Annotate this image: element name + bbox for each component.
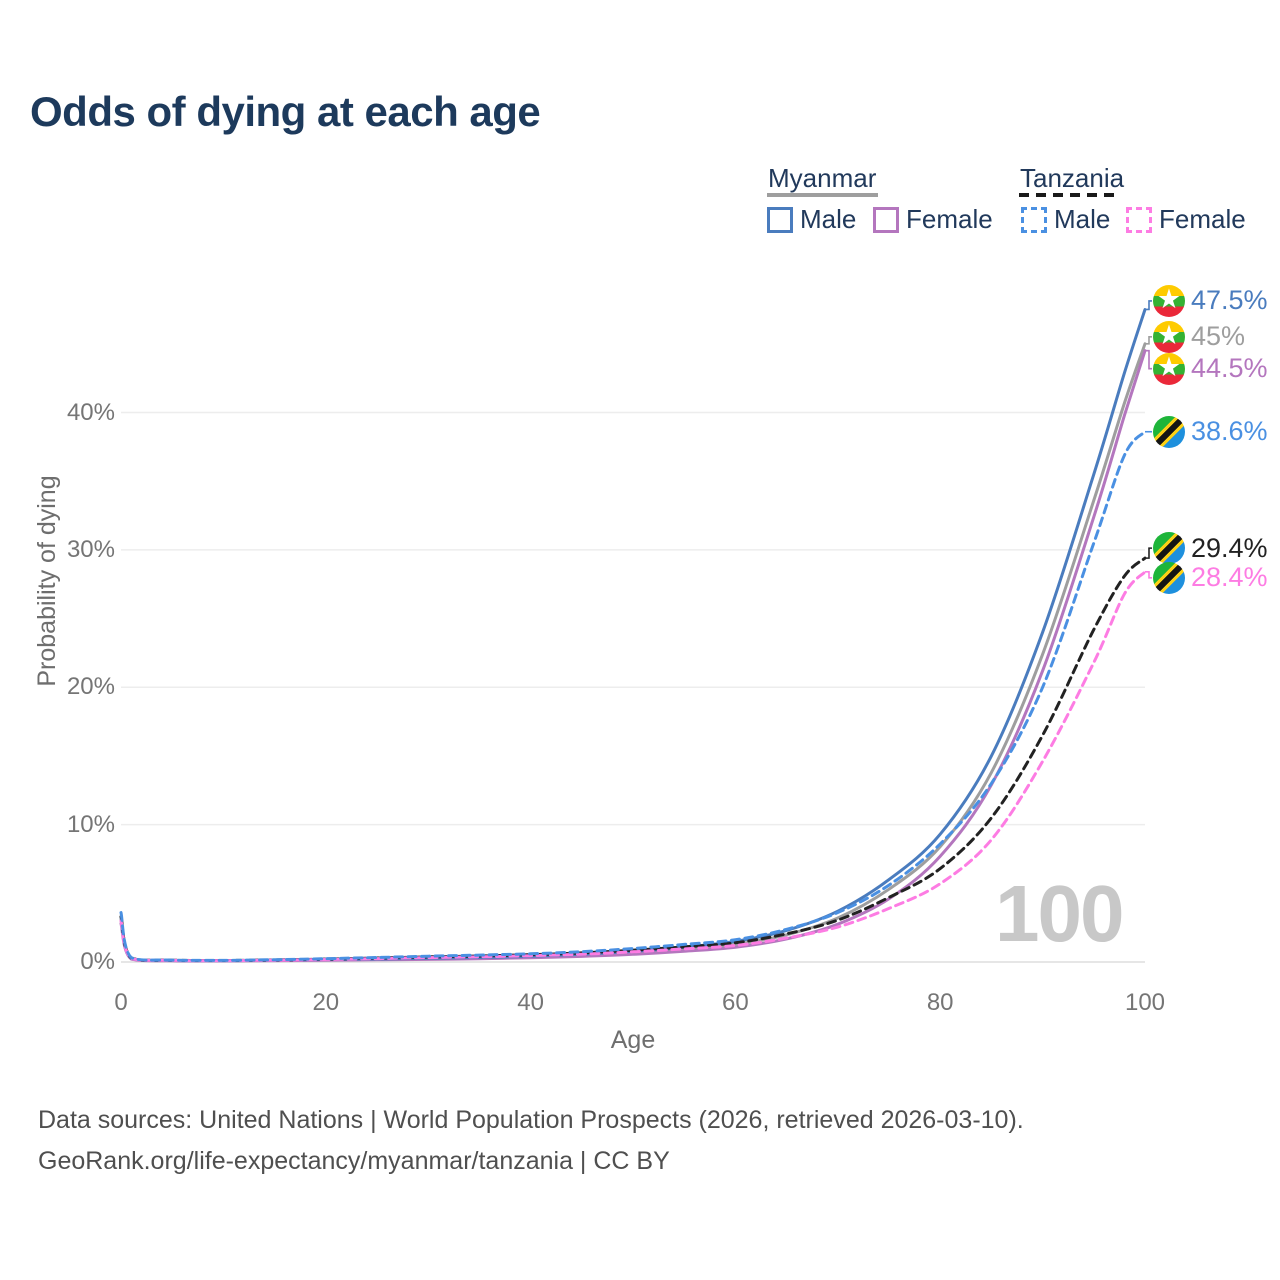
legend-item-label: Female [906, 204, 993, 234]
end-value-label: 29.4% [1191, 532, 1268, 563]
x-axis-title: Age [610, 1026, 656, 1054]
age-watermark: 100 [995, 869, 1124, 958]
x-tick-label: 80 [926, 989, 954, 1016]
end-label-connector [1145, 336, 1152, 345]
legend-group-myanmar-title[interactable]: Myanmar [768, 163, 877, 193]
myanmar-flag-icon [1153, 352, 1185, 385]
end-label-connector [1145, 300, 1152, 311]
legend-item-tanzania-male[interactable]: Male [1021, 204, 1110, 235]
data-sources-text: Data sources: United Nations | World Pop… [38, 1106, 1024, 1134]
end-value-label: 44.5% [1191, 353, 1268, 384]
x-tick-label: 40 [517, 989, 544, 1016]
tanzania-female-swatch-icon [1126, 206, 1152, 233]
y-tick-label: 20% [66, 673, 115, 701]
series-line-myanmar-both-sexes[interactable] [119, 342, 1147, 963]
page-title: Odds of dying at each age [30, 88, 541, 135]
series-line-myanmar-male[interactable] [119, 308, 1147, 963]
series-line-tanzania-male[interactable] [119, 430, 1147, 962]
attribution-text: GeoRank.org/life-expectancy/myanmar/tanz… [38, 1147, 670, 1175]
end-label-connector [1145, 571, 1152, 579]
myanmar-female-swatch-icon [873, 206, 899, 233]
end-value-label: 28.4% [1191, 562, 1268, 593]
series-line-tanzania-female[interactable] [119, 570, 1147, 963]
end-label-myanmar-female: 44.5% [1153, 352, 1268, 385]
legend-item-myanmar-male[interactable]: Male [767, 204, 856, 235]
myanmar-flag-icon [1153, 320, 1185, 353]
y-axis-title: Probability of dying [33, 475, 61, 687]
y-tick-label: 10% [66, 810, 115, 838]
y-tick-label: 40% [66, 398, 115, 426]
end-label-myanmar-male: 47.5% [1153, 284, 1268, 317]
x-tick-label: 100 [1124, 989, 1166, 1016]
x-tick-label: 0 [114, 989, 128, 1016]
y-tick-label: 0% [80, 948, 115, 975]
legend-item-label: Male [800, 204, 857, 234]
end-label-tanzania-male: 38.6% [1153, 415, 1268, 448]
end-value-label: 47.5% [1191, 285, 1268, 316]
end-value-label: 45% [1191, 321, 1246, 352]
end-label-connector [1145, 349, 1152, 370]
tanzania-flag-icon [1153, 561, 1185, 594]
end-value-label: 38.6% [1191, 416, 1268, 447]
legend-tanzania-line-sample [1019, 193, 1120, 197]
y-tick-label: 30% [66, 535, 115, 563]
legend-item-label: Male [1054, 204, 1111, 234]
end-label-tanzania-both-sexes: 29.4% [1153, 532, 1268, 565]
tanzania-flag-icon [1153, 532, 1185, 565]
tanzania-flag-icon [1153, 415, 1185, 448]
end-label-tanzania-female: 28.4% [1153, 561, 1268, 594]
myanmar-flag-icon [1153, 284, 1185, 317]
legend-item-myanmar-female[interactable]: Female [873, 204, 993, 235]
legend-item-label: Female [1159, 204, 1246, 234]
series-line-myanmar-female[interactable] [119, 349, 1147, 963]
series-line-tanzania-both-sexes[interactable] [119, 556, 1147, 963]
x-tick-label: 60 [722, 989, 749, 1016]
end-label-connector [1145, 547, 1152, 559]
x-tick-label: 20 [312, 989, 340, 1016]
legend-myanmar-line-sample [767, 193, 878, 197]
myanmar-male-swatch-icon [767, 206, 793, 233]
legend-group-tanzania-title[interactable]: Tanzania [1020, 163, 1125, 193]
end-label-myanmar-both-sexes: 45% [1153, 320, 1246, 353]
legend-item-tanzania-female[interactable]: Female [1126, 204, 1246, 235]
tanzania-male-swatch-icon [1021, 206, 1047, 233]
